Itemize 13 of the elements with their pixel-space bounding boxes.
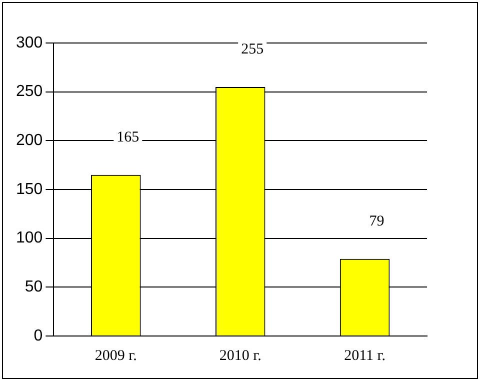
x-tick-label: 2010 г. [219,348,262,364]
y-tick-label: 150 [16,180,43,198]
data-label: 165 [116,129,140,146]
y-tick-label: 100 [16,230,43,247]
y-tick-label: 250 [16,83,43,100]
data-label: 255 [241,41,264,58]
y-tick-label: 200 [16,132,43,150]
data-label: 79 [369,213,384,230]
x-tick-label: 2009 г. [94,348,137,364]
y-tick-label: 50 [24,278,43,296]
x-tick-label: 2011 г. [344,348,386,364]
y-tick-label: 0 [34,327,43,344]
y-tick-label: 300 [16,34,43,52]
